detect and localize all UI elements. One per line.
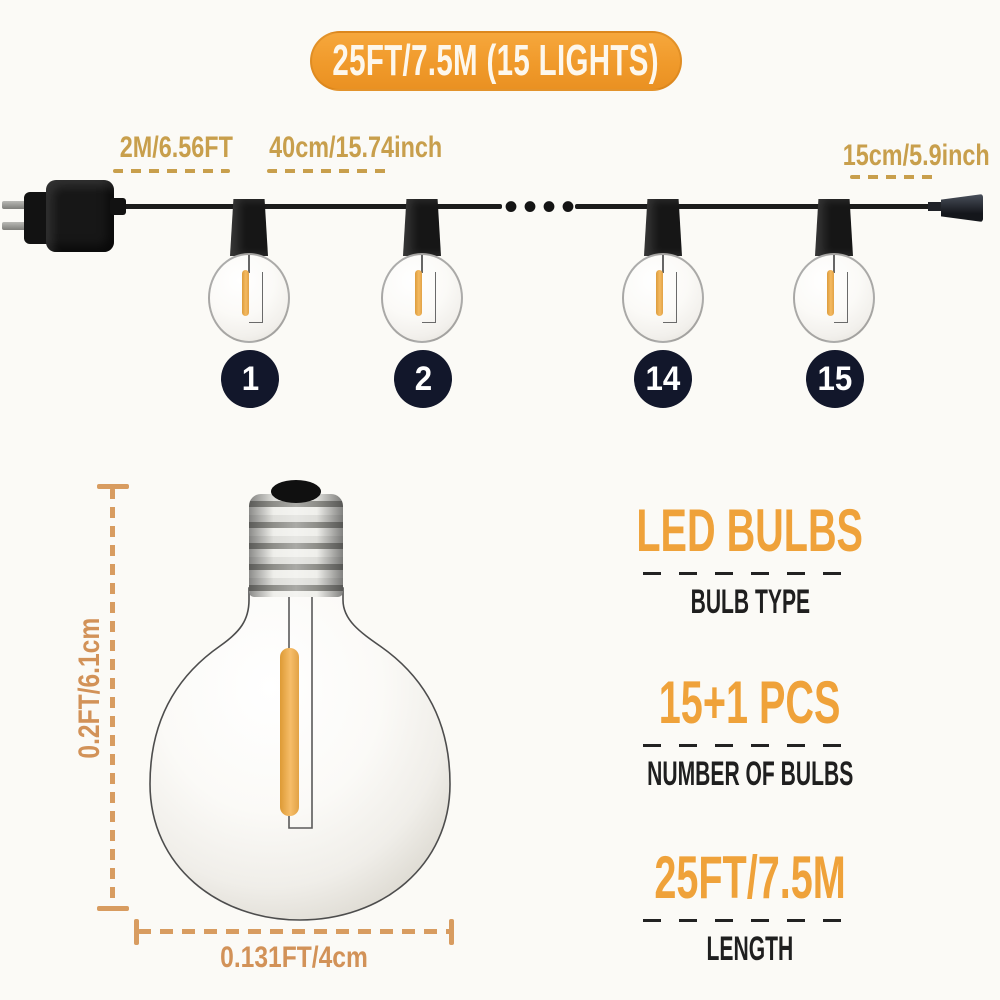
led-filament: [280, 648, 299, 816]
lamp-filament-stem: [662, 255, 664, 273]
bulb-number: 1: [241, 359, 259, 398]
lamp-filament-wire: [663, 272, 677, 323]
plug-lead-measurement-label: 2M/6.56FT: [119, 131, 233, 164]
bulb-base-tip: [271, 480, 321, 503]
spec-label: LENGTH: [706, 930, 794, 968]
end-connector-stub: [928, 202, 944, 211]
spec-value: 15+1 PCS: [659, 669, 841, 736]
spec-number-of-bulbs: 15+1 PCS NUMBER OF BULBS: [638, 669, 862, 793]
length-banner: 25FT/7.5M (15 LIGHTS): [310, 31, 682, 91]
diameter-dimension-label: 0.131FT/4cm: [220, 941, 368, 974]
spec-label: NUMBER OF BULBS: [646, 755, 854, 793]
end-connector-cup: [941, 194, 983, 222]
spec-value: LED BULBS: [636, 497, 864, 564]
bulb-glass-outline: [149, 587, 451, 921]
diameter-dimension-cap-left: [134, 919, 139, 945]
height-dimension-cap-top: [97, 484, 129, 489]
diameter-dimension-cap-right: [449, 919, 454, 945]
lamp-socket: [403, 199, 441, 256]
plug-cord-stub: [110, 198, 126, 215]
bulb-number-badge: 14: [634, 350, 692, 408]
height-dimension-line: [110, 488, 115, 908]
spec-label: BULB TYPE: [690, 583, 810, 621]
continuation-dots: ••••: [504, 185, 581, 229]
tail-lead-measurement-dash: [850, 175, 934, 179]
wire-right-segment: [575, 204, 937, 209]
height-dimension-label: 0.2FT/6.1cm: [73, 617, 106, 759]
lamp-filament-stem: [248, 255, 250, 273]
lamp-filament-wire: [834, 272, 848, 323]
bulb-number: 2: [414, 359, 432, 398]
lamp-socket: [230, 199, 268, 256]
spec-divider: [643, 744, 857, 747]
lamp-filament: [242, 270, 249, 316]
spec-length: 25FT/7.5M LENGTH: [638, 844, 862, 968]
lamp-filament-stem: [421, 255, 423, 273]
lamp-filament-stem: [833, 255, 835, 273]
tail-lead-measurement-label: 15cm/5.9inch: [842, 139, 990, 172]
lamp-filament: [656, 270, 663, 316]
bulb-number: 14: [645, 359, 681, 398]
lamp-filament: [415, 270, 422, 316]
spec-divider: [643, 572, 857, 575]
bulb-number-badge: 2: [394, 350, 452, 408]
plug-prong-bottom: [2, 222, 28, 230]
lamp-filament: [827, 270, 834, 316]
height-dimension-cap-bottom: [97, 906, 129, 911]
lamp-socket: [815, 199, 853, 256]
bulb-number: 15: [817, 359, 853, 398]
filament-support-right: [288, 596, 313, 829]
lamp-socket: [644, 199, 682, 256]
diameter-dimension-line: [138, 929, 452, 934]
bulb-spacing-measurement-dash: [267, 169, 391, 173]
bulb-spacing-measurement-label: 40cm/15.74inch: [269, 131, 443, 164]
spec-bulb-type: LED BULBS BULB TYPE: [636, 497, 864, 621]
spec-divider: [643, 919, 857, 922]
banner-label: 25FT/7.5M (15 LIGHTS): [332, 36, 660, 85]
bulb-number-badge: 1: [221, 350, 279, 408]
plug-lead-measurement-dash: [113, 169, 230, 173]
wire-left-segment: [112, 204, 502, 209]
plug-prong-top: [2, 201, 28, 209]
lamp-filament-wire: [249, 272, 263, 323]
bulb-glass-illustration: [149, 587, 451, 921]
bulb-number-badge: 15: [806, 350, 864, 408]
bulb-screw-base: [249, 494, 343, 597]
spec-value: 25FT/7.5M: [654, 844, 846, 911]
lamp-filament-wire: [422, 272, 436, 323]
plug-body: [46, 180, 114, 252]
